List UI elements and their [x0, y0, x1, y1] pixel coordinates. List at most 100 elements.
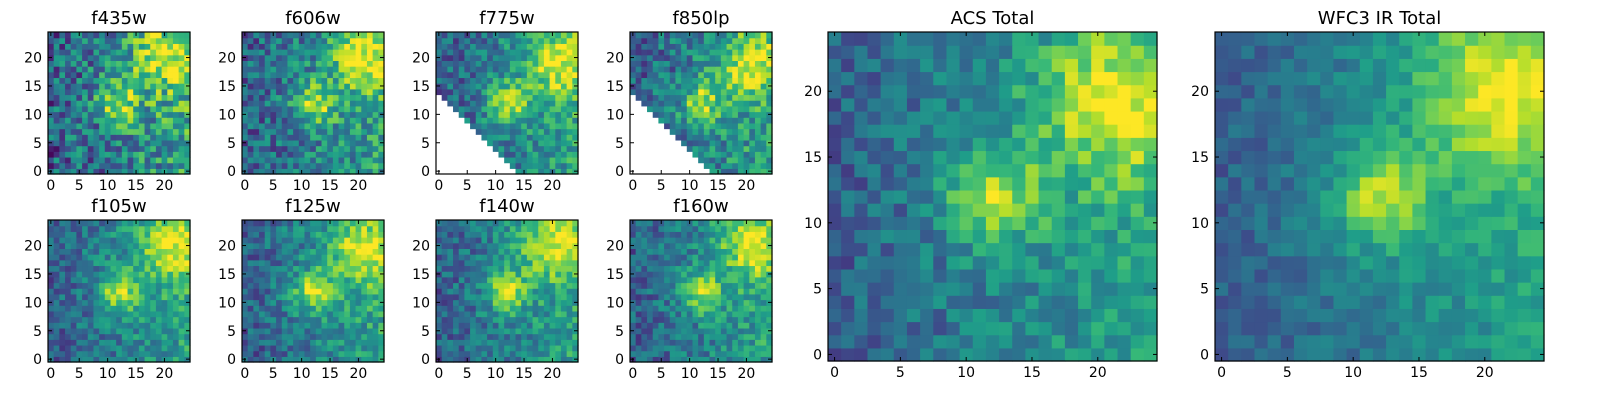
- heatmap-cell: [549, 83, 556, 90]
- heatmap-cell: [172, 316, 180, 323]
- heatmap-cell: [99, 77, 106, 84]
- heatmap-cell: [436, 88, 443, 96]
- heatmap-cell: [355, 225, 362, 232]
- heatmap-cell: [726, 248, 733, 255]
- heatmap-cell: [144, 339, 151, 346]
- heatmap-cell: [675, 111, 682, 118]
- heatmap-cell: [366, 327, 374, 335]
- heatmap-cell: [453, 248, 460, 255]
- heatmap-cell: [372, 259, 379, 267]
- heatmap-cell: [515, 344, 522, 352]
- heatmap-cell: [155, 305, 163, 312]
- heatmap-cell: [720, 288, 728, 295]
- heatmap-cell: [504, 316, 511, 323]
- heatmap-cell: [641, 305, 648, 312]
- heatmap-cell: [720, 316, 728, 323]
- heatmap-cell: [681, 265, 688, 272]
- heatmap-cell: [82, 122, 89, 130]
- heatmap-cell: [127, 128, 134, 135]
- heatmap-cell: [167, 32, 174, 39]
- heatmap-cell: [532, 339, 539, 346]
- heatmap-cell: [321, 66, 328, 73]
- heatmap-cell: [436, 339, 443, 346]
- heatmap-cell: [532, 168, 539, 175]
- heatmap-cell: [709, 242, 716, 249]
- heatmap-cell: [686, 242, 694, 249]
- heatmap-cell: [259, 333, 266, 340]
- heatmap-cell: [321, 128, 328, 135]
- heatmap-cell: [487, 220, 494, 227]
- heatmap-cell: [555, 151, 562, 158]
- heatmap-cell: [686, 344, 694, 352]
- heatmap-cell: [732, 305, 739, 312]
- heatmap-cell: [276, 276, 283, 284]
- heatmap-cell: [492, 310, 500, 318]
- heatmap-cell: [515, 356, 522, 363]
- heatmap-cell: [93, 242, 100, 249]
- heatmap-cell: [737, 327, 745, 335]
- heatmap-cell: [366, 225, 374, 232]
- heatmap-cell: [298, 71, 306, 79]
- heatmap-cell: [304, 49, 311, 56]
- heatmap-cell: [492, 276, 500, 284]
- heatmap-cell: [270, 288, 277, 295]
- heatmap-cell: [652, 54, 659, 61]
- heatmap-cell: [464, 248, 471, 255]
- heatmap-cell: [743, 162, 750, 169]
- heatmap-cell: [504, 305, 511, 312]
- heatmap-cell: [287, 37, 294, 44]
- heatmap-cell: [630, 344, 637, 352]
- heatmap-cell: [652, 310, 659, 318]
- heatmap-cell: [715, 344, 722, 352]
- heatmap-cell: [532, 88, 539, 96]
- heatmap-cell: [247, 88, 254, 96]
- heatmap-cell: [555, 66, 562, 73]
- heatmap-cell: [59, 71, 66, 79]
- heatmap-cell: [184, 288, 191, 295]
- heatmap-cell: [521, 111, 528, 118]
- heatmap-cell: [732, 327, 739, 335]
- heatmap-cell: [560, 265, 568, 272]
- heatmap-cell: [293, 242, 300, 249]
- heatmap-cell: [76, 339, 83, 346]
- heatmap-cell: [532, 305, 539, 312]
- heatmap-cell: [453, 88, 460, 96]
- heatmap-cell: [264, 242, 271, 249]
- heatmap-cell: [754, 94, 762, 101]
- heatmap-cell: [304, 71, 311, 79]
- heatmap-cell: [447, 271, 454, 278]
- heatmap-cell: [116, 162, 123, 169]
- heatmap-cell: [481, 254, 488, 261]
- heatmap-cell: [521, 43, 528, 50]
- heatmap-cell: [366, 316, 374, 323]
- heatmap-cell: [737, 151, 745, 158]
- heatmap-cell: [532, 282, 539, 289]
- heatmap-cell: [709, 71, 716, 79]
- heatmap-cell: [698, 145, 705, 152]
- heatmap-cell: [675, 333, 682, 340]
- heatmap-cell: [436, 276, 443, 284]
- heatmap-cell: [327, 83, 334, 90]
- heatmap-cell: [441, 350, 448, 357]
- heatmap-cell: [110, 333, 117, 340]
- heatmap-cell: [178, 151, 185, 158]
- heatmap-cell: [138, 333, 146, 340]
- heatmap-cell: [572, 156, 579, 164]
- heatmap-cell: [492, 259, 500, 267]
- heatmap-cell: [498, 316, 505, 323]
- heatmap-cell: [121, 344, 129, 352]
- heatmap-cell: [121, 128, 129, 135]
- heatmap-cell: [332, 293, 340, 301]
- heatmap-cell: [458, 333, 465, 340]
- heatmap-cell: [59, 88, 66, 96]
- heatmap-cell: [310, 305, 317, 312]
- heatmap-cell: [543, 248, 551, 255]
- heatmap-cell: [436, 310, 443, 318]
- heatmap-cell: [184, 350, 191, 357]
- heatmap-cell: [110, 145, 117, 152]
- heatmap-cell: [709, 105, 716, 113]
- heatmap-cell: [652, 32, 659, 39]
- heatmap-cell: [504, 271, 511, 278]
- heatmap-cell: [332, 122, 340, 130]
- heatmap-cell: [276, 43, 283, 50]
